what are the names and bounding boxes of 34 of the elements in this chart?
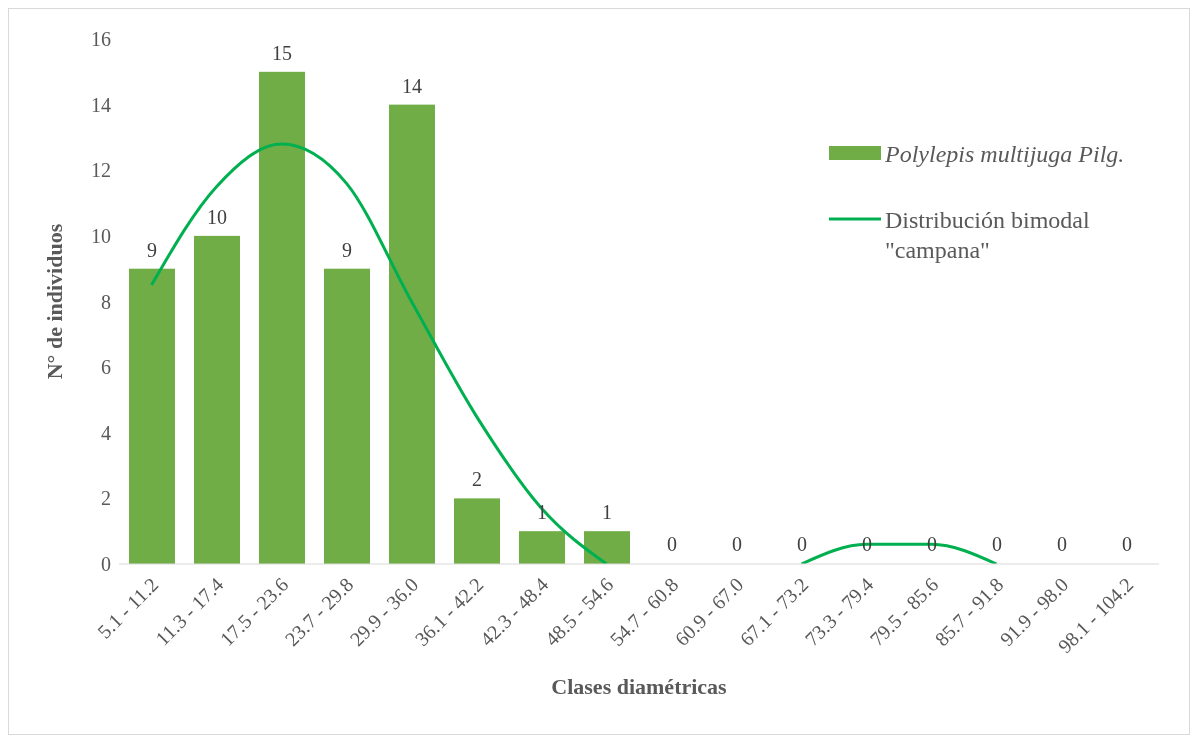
y-tick-label: 14 bbox=[91, 93, 111, 116]
y-tick-label: 2 bbox=[101, 487, 111, 510]
bar bbox=[129, 268, 175, 564]
data-label: 9 bbox=[342, 238, 352, 261]
data-label: 0 bbox=[797, 533, 807, 555]
y-axis-title: N° de individuos bbox=[41, 223, 67, 380]
y-tick-label: 8 bbox=[101, 290, 111, 313]
data-label: 15 bbox=[272, 41, 292, 64]
data-label: 0 bbox=[992, 533, 1002, 555]
bar bbox=[389, 104, 435, 564]
x-axis-title: Clases diamétricas bbox=[551, 674, 728, 699]
bar bbox=[324, 268, 370, 564]
y-tick-label: 0 bbox=[101, 553, 111, 576]
data-label: 10 bbox=[207, 205, 227, 228]
bar bbox=[194, 235, 240, 564]
y-tick-label: 12 bbox=[91, 159, 111, 182]
data-label: 14 bbox=[402, 74, 422, 97]
bar bbox=[259, 71, 305, 564]
data-label: 2 bbox=[472, 468, 482, 491]
data-label: 9 bbox=[147, 238, 157, 261]
data-label: 0 bbox=[732, 533, 742, 555]
bar bbox=[584, 531, 630, 564]
data-label: 0 bbox=[1057, 533, 1067, 555]
legend-label: Polylepis multijuga Pilg. bbox=[885, 140, 1125, 169]
legend-label: Distribución bimodal "campana" bbox=[885, 206, 1091, 265]
y-tick-label: 6 bbox=[101, 356, 111, 379]
data-label: 0 bbox=[1122, 533, 1132, 555]
bar bbox=[454, 498, 500, 564]
data-label: 0 bbox=[667, 533, 677, 555]
y-tick-label: 16 bbox=[91, 28, 111, 51]
y-tick-label: 10 bbox=[91, 224, 111, 247]
bar bbox=[519, 531, 565, 564]
data-label: 1 bbox=[602, 501, 612, 524]
y-tick-label: 4 bbox=[101, 421, 111, 444]
